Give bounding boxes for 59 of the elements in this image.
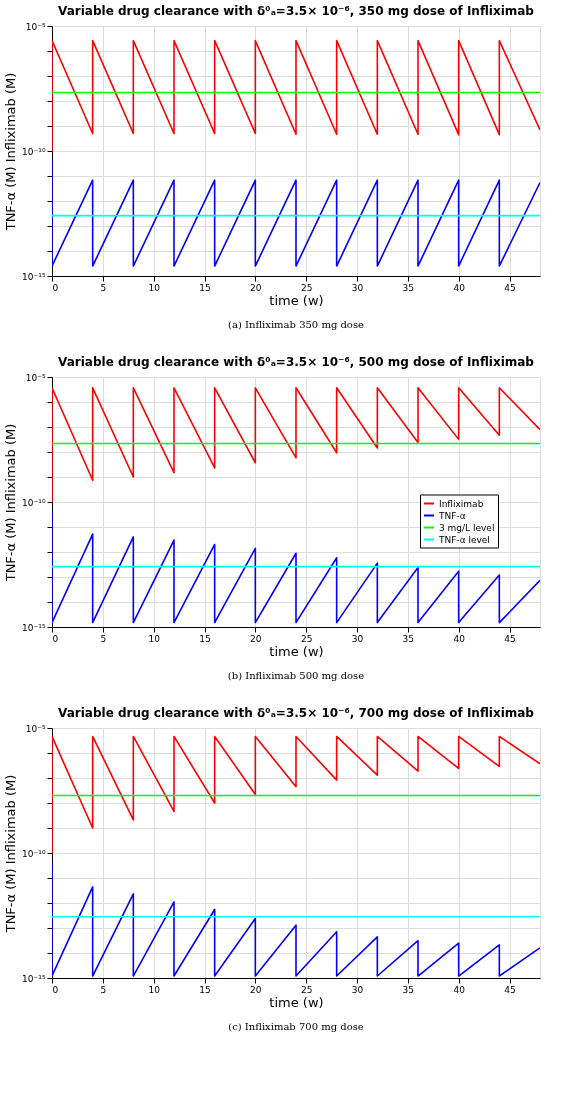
x-tick-label: 0	[52, 984, 59, 995]
x-axis-title: time (w)	[269, 292, 324, 308]
x-tick-label: 5	[100, 984, 107, 995]
x-tick-label: 30	[351, 282, 364, 293]
x-tick-label: 20	[250, 282, 262, 293]
legend-label: 3 mg/L level	[439, 522, 495, 533]
line-series	[52, 735, 540, 854]
x-tick-label: 10	[148, 282, 161, 293]
y-tick-label: 10⁻¹⁵	[22, 973, 46, 984]
x-tick-label: 15	[199, 984, 211, 995]
text: (b) Infliximab 500 mg dose	[227, 670, 365, 681]
text: (c) Infliximab 700 mg dose	[228, 1021, 364, 1032]
y-tick-label: 10⁻¹⁵	[22, 271, 46, 282]
x-tick-label: 15	[199, 282, 211, 293]
x-tick-label: 30	[351, 984, 364, 995]
x-tick-label: 20	[250, 633, 262, 644]
line-series	[52, 39, 540, 152]
x-tick-label: 45	[504, 984, 516, 995]
y-tick-label: 10⁻⁵	[25, 21, 46, 32]
line-series	[52, 158, 540, 267]
x-tick-label: 40	[453, 984, 466, 995]
x-tick-label: 35	[402, 984, 415, 995]
x-tick-label: 40	[453, 282, 466, 293]
legend-label: Infliximab	[439, 498, 484, 509]
y-axis-title: TNF-α (M) Infliximab (M)	[3, 774, 19, 934]
y-tick-label: 10⁻¹⁰	[22, 146, 46, 157]
x-tick-label: 25	[300, 633, 313, 644]
x-tick-label: 35	[402, 633, 415, 644]
x-tick-label: 0	[52, 282, 59, 293]
x-tick-label: 25	[300, 984, 313, 995]
text: (a) Infliximab 350 mg dose	[228, 319, 365, 330]
x-tick-label: 0	[52, 633, 59, 644]
y-tick-label: 10⁻¹⁵	[22, 622, 46, 633]
x-axis-title: time (w)	[269, 994, 324, 1010]
line-series	[52, 510, 540, 624]
x-tick-label: 10	[148, 633, 161, 644]
x-tick-label: 25	[300, 282, 313, 293]
y-axis-title: TNF-α (M) Infliximab (M)	[3, 423, 19, 583]
legend-label: TNF-α	[438, 510, 466, 521]
x-axis-title: time (w)	[269, 643, 324, 659]
chart-title: Variable drug clearance with δ⁰ₐ=3.5× 10⁻⁶, 500 mg dose of Infliximab	[58, 355, 535, 369]
y-axis-title: TNF-α (M) Infliximab (M)	[3, 72, 19, 232]
x-tick-label: 5	[100, 633, 107, 644]
chart-title: Variable drug clearance with δ⁰ₐ=3.5× 10⁻⁶, 350 mg dose of Infliximab	[58, 4, 535, 18]
x-tick-label: 15	[199, 633, 211, 644]
x-tick-label: 45	[504, 282, 516, 293]
y-tick-label: 10⁻¹⁰	[22, 848, 46, 859]
x-tick-label: 10	[148, 984, 161, 995]
x-tick-label: 40	[453, 633, 466, 644]
legend-label: TNF-α level	[438, 534, 490, 545]
x-tick-label: 35	[402, 282, 415, 293]
y-tick-label: 10⁻⁵	[25, 723, 46, 734]
x-tick-label: 30	[351, 633, 364, 644]
y-tick-label: 10⁻⁵	[25, 372, 46, 383]
x-tick-label: 45	[504, 633, 516, 644]
x-tick-label: 20	[250, 984, 262, 995]
chart-title: Variable drug clearance with δ⁰ₐ=3.5× 10⁻⁶, 700 mg dose of Infliximab	[58, 706, 535, 720]
x-tick-label: 5	[100, 282, 107, 293]
y-tick-label: 10⁻¹⁰	[22, 497, 46, 508]
